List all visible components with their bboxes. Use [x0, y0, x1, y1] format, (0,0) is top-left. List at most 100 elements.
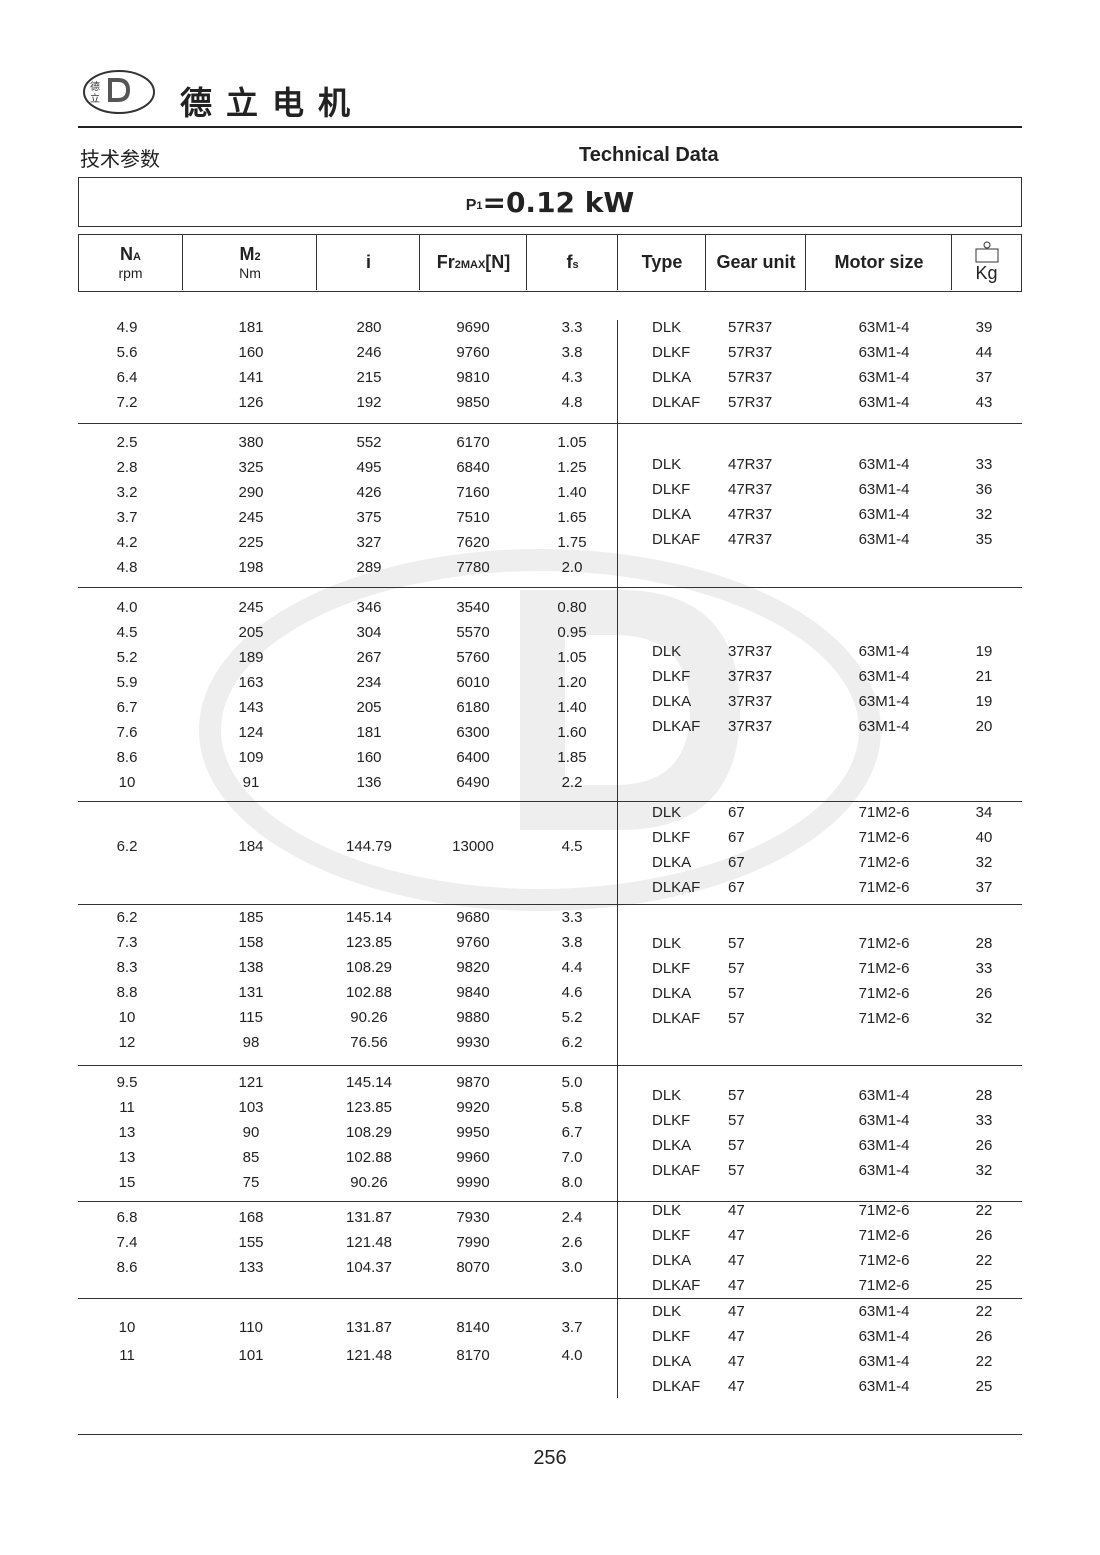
cell-weight: 22 [975, 1202, 993, 1219]
cell-ratio: 375 [356, 509, 382, 526]
cell-gear-unit: 47 [728, 1227, 745, 1244]
cell-torque: 184 [238, 838, 264, 855]
cell-motor-size: 71M2-6 [858, 1277, 910, 1294]
cell-motor-size: 63M1-4 [858, 456, 910, 473]
cell-type: DLKA [652, 985, 692, 1002]
cell-motor-size: 63M1-4 [858, 643, 910, 660]
cell-torque: 189 [238, 649, 264, 666]
cell-service-factor: 0.95 [557, 624, 587, 641]
cell-ratio: 267 [356, 649, 382, 666]
cell-service-factor: 3.3 [561, 909, 583, 926]
cell-service-factor: 6.7 [561, 1124, 583, 1141]
cell-torque: 98 [242, 1034, 260, 1051]
cell-motor-size: 63M1-4 [858, 1112, 910, 1129]
cell-type: DLKA [652, 854, 692, 871]
cell-type: DLKAF [652, 531, 701, 548]
cell-ratio: 131.87 [346, 1209, 392, 1226]
cell-type: DLKA [652, 369, 692, 386]
cell-torque: 290 [238, 484, 264, 501]
cell-torque: 115 [239, 1009, 263, 1026]
cell-service-factor: 1.85 [557, 749, 587, 766]
cell-torque: 109 [238, 749, 264, 766]
cell-speed: 3.2 [116, 484, 138, 501]
cell-torque: 124 [238, 724, 264, 741]
cell-gear-unit: 57 [728, 1137, 745, 1154]
cell-speed: 6.7 [116, 699, 138, 716]
cell-ratio: 426 [356, 484, 382, 501]
cell-ratio: 215 [356, 369, 382, 386]
cell-motor-size: 63M1-4 [858, 668, 910, 685]
cell-radial-load: 9820 [456, 959, 490, 976]
cell-motor-size: 71M2-6 [858, 854, 910, 871]
cell-ratio: 280 [356, 319, 382, 336]
cell-motor-size: 71M2-6 [858, 985, 910, 1002]
cell-service-factor: 1.25 [557, 459, 587, 476]
cell-ratio: 289 [356, 559, 382, 576]
cell-motor-size: 71M2-6 [858, 1227, 910, 1244]
cell-torque: 101 [238, 1347, 264, 1364]
cell-gear-unit: 47R37 [728, 456, 773, 473]
cell-weight: 26 [975, 1227, 993, 1244]
cell-speed: 10 [118, 1009, 136, 1026]
cell-torque: 126 [238, 394, 264, 411]
cell-gear-unit: 57R37 [728, 319, 773, 336]
cell-radial-load: 9690 [456, 319, 490, 336]
cell-service-factor: 1.20 [557, 674, 587, 691]
cell-type: DLK [652, 1202, 682, 1219]
cell-gear-unit: 57R37 [728, 369, 773, 386]
cell-gear-unit: 47 [728, 1277, 745, 1294]
cell-type: DLK [652, 456, 682, 473]
cell-gear-unit: 57 [728, 1162, 745, 1179]
cell-motor-size: 63M1-4 [858, 1303, 910, 1320]
cell-weight: 39 [975, 319, 993, 336]
cell-type: DLKAF [652, 1378, 701, 1395]
group-separator [78, 904, 1022, 905]
cell-type: DLKAF [652, 1162, 701, 1179]
cell-torque: 185 [238, 909, 264, 926]
cell-motor-size: 71M2-6 [858, 935, 910, 952]
cell-gear-unit: 67 [728, 829, 745, 846]
cell-radial-load: 9760 [456, 344, 490, 361]
cell-type: DLKA [652, 1252, 692, 1269]
cell-service-factor: 6.2 [561, 1034, 583, 1051]
cell-ratio: 76.56 [350, 1034, 388, 1051]
section-title-en: Technical Data [579, 144, 719, 166]
cell-gear-unit: 47 [728, 1328, 745, 1345]
col-i: i [316, 235, 420, 290]
cell-torque: 90 [242, 1124, 260, 1141]
cell-motor-size: 63M1-4 [858, 1328, 910, 1345]
cell-weight: 44 [975, 344, 993, 361]
cell-gear-unit: 37R37 [728, 718, 773, 735]
cell-weight: 22 [975, 1303, 993, 1320]
cell-gear-unit: 47 [728, 1353, 745, 1370]
cell-radial-load: 3540 [456, 599, 490, 616]
cell-gear-unit: 57 [728, 1087, 745, 1104]
cell-ratio: 234 [356, 674, 382, 691]
group-separator [78, 423, 1022, 424]
cell-radial-load: 5570 [456, 624, 490, 641]
cell-weight: 26 [975, 1137, 993, 1154]
cell-torque: 155 [238, 1234, 264, 1251]
cell-radial-load: 7930 [456, 1209, 490, 1226]
cell-weight: 34 [975, 804, 993, 821]
cell-gear-unit: 67 [728, 854, 745, 871]
cell-motor-size: 63M1-4 [858, 319, 910, 336]
cell-ratio: 102.88 [346, 1149, 392, 1166]
cell-ratio: 145.14 [346, 1074, 392, 1091]
col-m2: M2 Nm [182, 235, 317, 290]
weight-icon [975, 241, 998, 263]
cell-ratio: 102.88 [346, 984, 392, 1001]
cell-service-factor: 0.80 [557, 599, 587, 616]
cell-radial-load: 9870 [456, 1074, 490, 1091]
cell-torque: 143 [238, 699, 264, 716]
cell-motor-size: 63M1-4 [858, 718, 910, 735]
cell-ratio: 552 [356, 434, 382, 451]
cell-ratio: 108.29 [346, 1124, 392, 1141]
cell-service-factor: 2.2 [561, 774, 583, 791]
cell-radial-load: 9950 [456, 1124, 490, 1141]
cell-torque: 85 [242, 1149, 260, 1166]
cell-type: DLKA [652, 506, 692, 523]
group-separator [78, 1065, 1022, 1066]
cell-ratio: 90.26 [350, 1009, 388, 1026]
cell-radial-load: 9960 [456, 1149, 490, 1166]
